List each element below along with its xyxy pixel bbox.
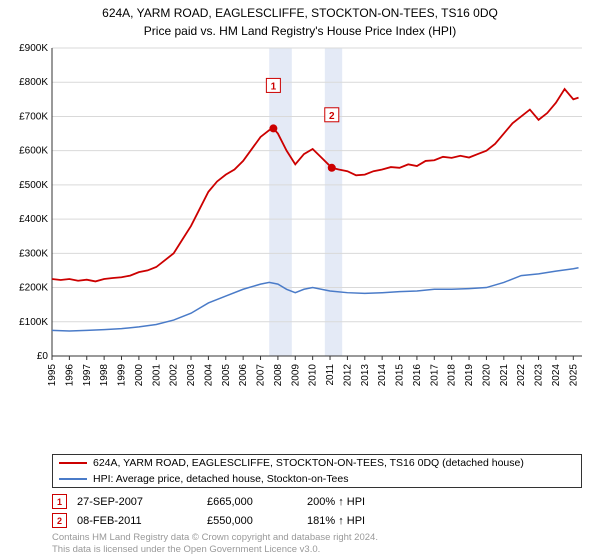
svg-text:1: 1 [271, 81, 277, 92]
svg-text:2021: 2021 [499, 364, 510, 387]
svg-text:2008: 2008 [273, 364, 284, 387]
svg-text:2012: 2012 [342, 364, 353, 387]
svg-text:1997: 1997 [82, 364, 93, 387]
svg-text:1998: 1998 [99, 364, 110, 387]
marker-pct-2: 181% ↑ HPI [307, 515, 427, 527]
svg-text:2: 2 [329, 111, 335, 122]
svg-text:2005: 2005 [221, 364, 232, 387]
legend: 624A, YARM ROAD, EAGLESCLIFFE, STOCKTON-… [52, 454, 582, 488]
svg-text:2000: 2000 [134, 364, 145, 387]
marker-badge-1: 1 [52, 494, 67, 509]
marker-row-1: 1 27-SEP-2007 £665,000 200% ↑ HPI [52, 494, 427, 509]
marker-pct-1: 200% ↑ HPI [307, 496, 427, 508]
svg-text:2009: 2009 [290, 364, 301, 387]
legend-swatch-hpi [59, 478, 87, 480]
svg-text:2025: 2025 [568, 364, 579, 387]
chart-container: 624A, YARM ROAD, EAGLESCLIFFE, STOCKTON-… [0, 0, 600, 560]
chart-title: 624A, YARM ROAD, EAGLESCLIFFE, STOCKTON-… [0, 0, 600, 22]
svg-text:2016: 2016 [412, 364, 423, 387]
svg-text:£100K: £100K [19, 317, 48, 328]
svg-text:2017: 2017 [429, 364, 440, 387]
footer-attribution: Contains HM Land Registry data © Crown c… [52, 532, 378, 556]
svg-text:2019: 2019 [464, 364, 475, 387]
svg-text:2015: 2015 [395, 364, 406, 387]
svg-text:£0: £0 [37, 351, 49, 362]
marker-date-2: 08-FEB-2011 [77, 515, 207, 527]
legend-label-property: 624A, YARM ROAD, EAGLESCLIFFE, STOCKTON-… [93, 457, 524, 469]
svg-text:2001: 2001 [151, 364, 162, 387]
svg-text:1996: 1996 [64, 364, 75, 387]
svg-text:2003: 2003 [186, 364, 197, 387]
svg-text:1999: 1999 [117, 364, 128, 387]
legend-item-hpi: HPI: Average price, detached house, Stoc… [53, 471, 581, 487]
chart-subtitle: Price paid vs. HM Land Registry's House … [0, 22, 600, 38]
footer-line-2: This data is licensed under the Open Gov… [52, 544, 378, 556]
svg-text:2023: 2023 [534, 364, 545, 387]
svg-text:£600K: £600K [19, 146, 48, 157]
svg-text:2018: 2018 [447, 364, 458, 387]
svg-text:2002: 2002 [169, 364, 180, 387]
legend-item-property: 624A, YARM ROAD, EAGLESCLIFFE, STOCKTON-… [53, 455, 581, 471]
footer-line-1: Contains HM Land Registry data © Crown c… [52, 532, 378, 544]
marker-price-1: £665,000 [207, 496, 307, 508]
marker-date-1: 27-SEP-2007 [77, 496, 207, 508]
svg-text:2006: 2006 [238, 364, 249, 387]
svg-text:2022: 2022 [516, 364, 527, 387]
svg-text:2007: 2007 [256, 364, 267, 387]
marker-price-2: £550,000 [207, 515, 307, 527]
svg-text:2020: 2020 [481, 364, 492, 387]
marker-row-2: 2 08-FEB-2011 £550,000 181% ↑ HPI [52, 513, 427, 528]
marker-badge-2: 2 [52, 513, 67, 528]
svg-text:£800K: £800K [19, 77, 48, 88]
legend-label-hpi: HPI: Average price, detached house, Stoc… [93, 473, 348, 485]
svg-text:2011: 2011 [325, 364, 336, 386]
svg-text:2024: 2024 [551, 364, 562, 387]
svg-text:£900K: £900K [19, 44, 48, 54]
svg-text:£400K: £400K [19, 214, 48, 225]
legend-swatch-property [59, 462, 87, 464]
chart-plot-area: £0 £100K £200K £300K £400K £500K £600K £700K £80… [8, 44, 590, 450]
svg-text:1995: 1995 [47, 364, 58, 387]
svg-text:2013: 2013 [360, 364, 371, 387]
svg-text:2004: 2004 [203, 364, 214, 387]
svg-text:£700K: £700K [19, 111, 48, 122]
svg-text:£200K: £200K [19, 283, 48, 294]
marker-table: 1 27-SEP-2007 £665,000 200% ↑ HPI 2 08-F… [52, 494, 427, 532]
svg-text:£500K: £500K [19, 180, 48, 191]
svg-text:2014: 2014 [377, 364, 388, 387]
svg-text:2010: 2010 [308, 364, 319, 387]
svg-text:£300K: £300K [19, 248, 48, 259]
